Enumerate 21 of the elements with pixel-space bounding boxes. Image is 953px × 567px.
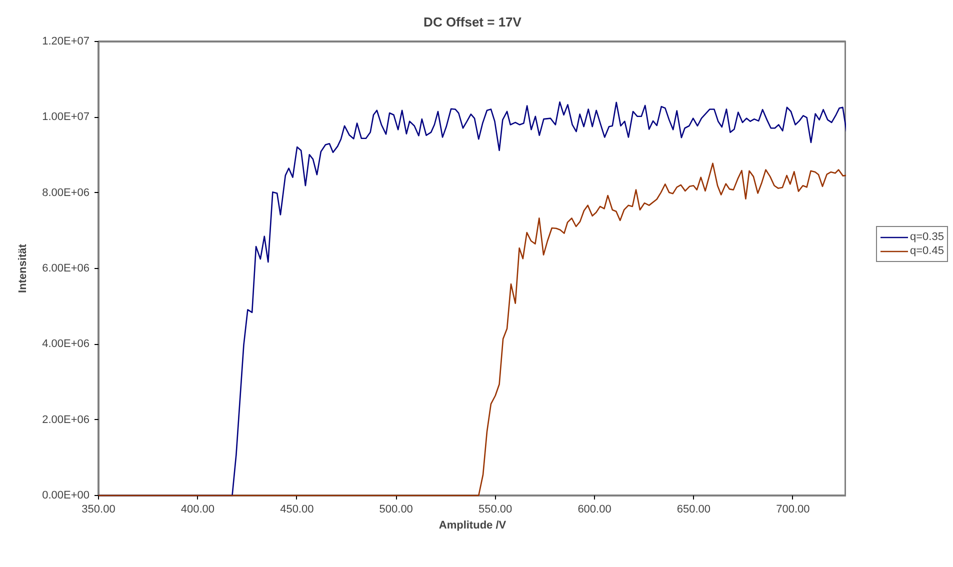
y-tick-label: 6.00E+06 [42, 262, 90, 274]
y-tick-label: 8.00E+06 [42, 186, 90, 199]
y-tick-label: 4.00E+06 [42, 338, 90, 350]
y-tick-label: 1.00E+07 [42, 111, 90, 124]
x-tick-label: 450.00 [280, 504, 314, 516]
x-tick-label: 700.00 [776, 504, 810, 516]
x-tick-label: 550.00 [478, 504, 512, 516]
x-tick-label: 600.00 [578, 504, 612, 516]
legend-label: q=0.45 [910, 244, 944, 258]
y-tick-label: 1.20E+07 [42, 36, 90, 48]
x-tick-label: 400.00 [180, 504, 215, 516]
x-tick-label: 650.00 [676, 504, 711, 516]
legend-label: q=0.35 [910, 230, 944, 244]
x-axis-title: Amplitude /V [438, 520, 507, 532]
chart-title: DC Offset = 17V [424, 14, 522, 30]
line-series [98, 162, 846, 496]
x-tick-label: 500.00 [379, 504, 413, 516]
y-tick-label: 2.00E+06 [42, 414, 90, 426]
y-axis-title: Intensität [17, 244, 30, 293]
y-tick-label: 0.00E+00 [42, 490, 90, 502]
x-tick-label: 350.00 [82, 504, 116, 516]
